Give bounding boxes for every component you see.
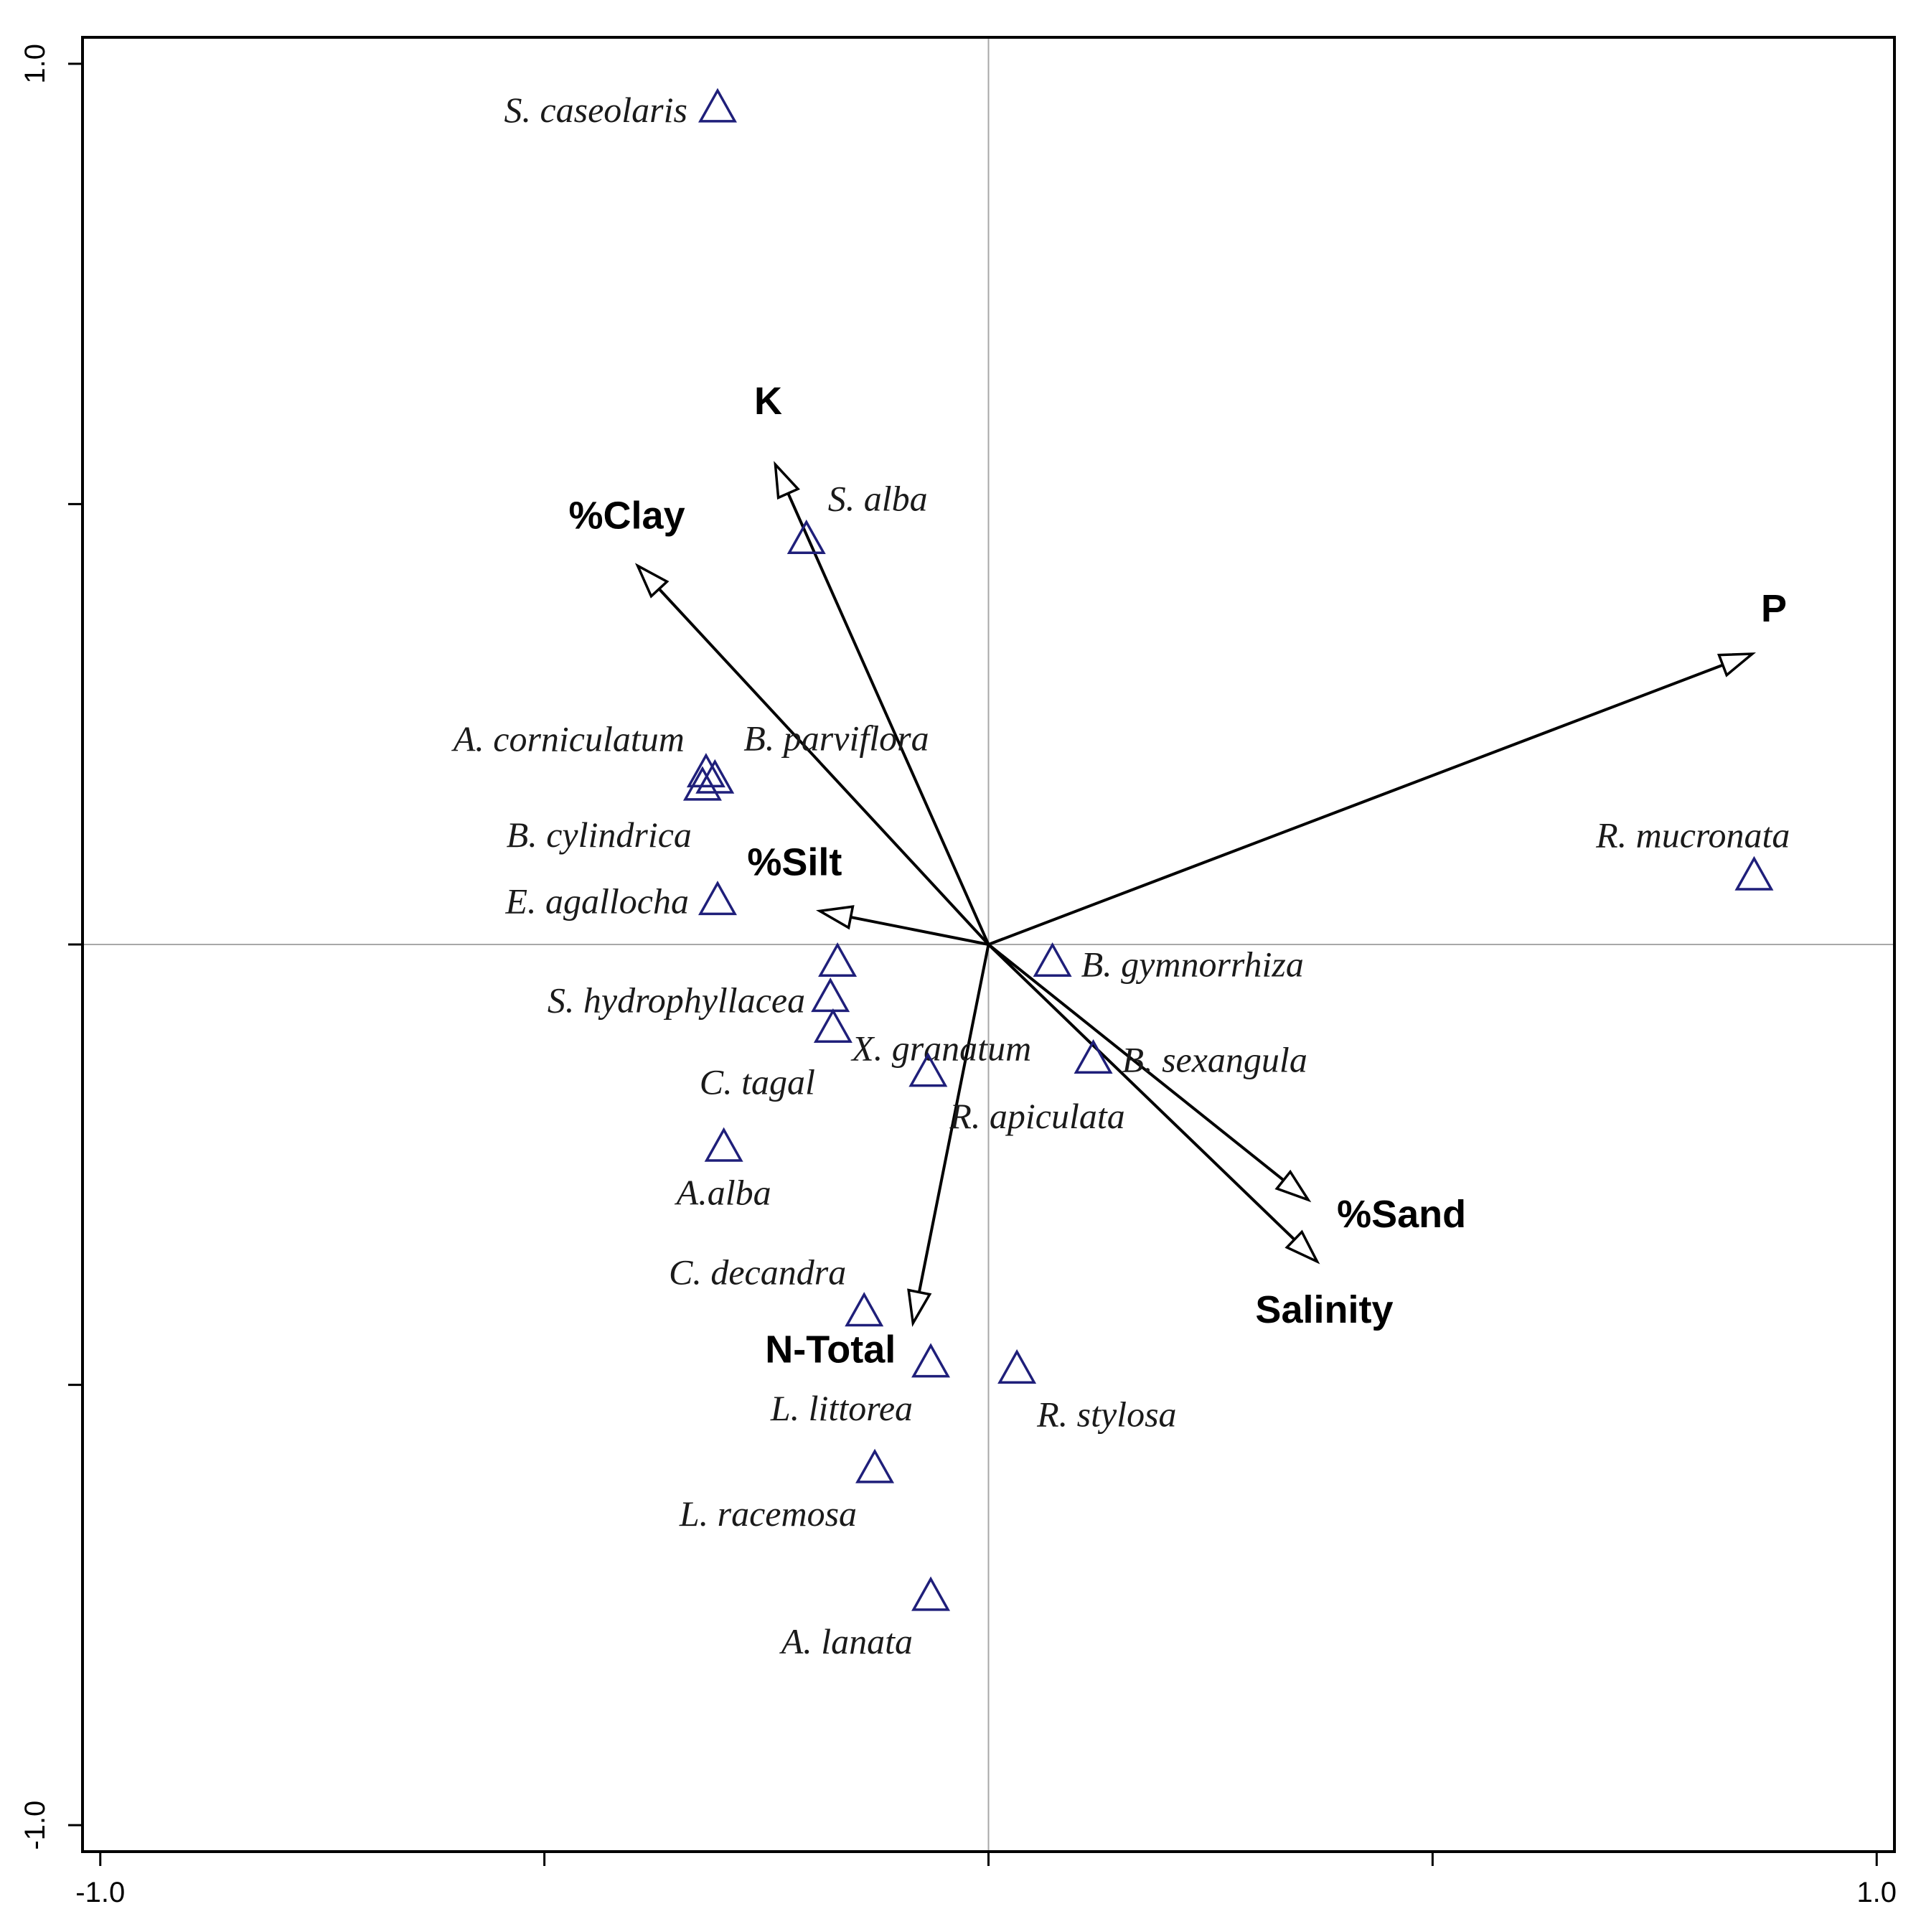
triangle-marker (1734, 855, 1774, 891)
species-label: C. decandra (669, 1252, 846, 1293)
triangle-marker (813, 1008, 853, 1044)
species-point: R. apiculata (908, 1052, 1125, 1136)
vector-shaft (987, 943, 1284, 1181)
species-label: B. gymnorrhiza (1081, 944, 1304, 985)
triangle-marker (811, 977, 850, 1013)
species-label: A.alba (675, 1172, 771, 1212)
species-point: B. cylindrica (507, 766, 722, 855)
vector-label: %Clay (569, 494, 685, 537)
triangle-marker (818, 942, 858, 977)
vector-label: Salinity (1255, 1288, 1393, 1331)
vector-shaft (917, 944, 990, 1293)
vector-arrowhead (634, 563, 670, 599)
triangle-marker (911, 1343, 951, 1378)
vector-n-total: N-Total (765, 944, 990, 1371)
vector-salinity: Salinity (987, 943, 1393, 1331)
vector-label: P (1761, 587, 1787, 630)
species-point: R. mucronata (1595, 815, 1790, 891)
axis-ticks: -1.0 1.0 -1.0 1.0 (19, 44, 1897, 1908)
species-points: S. caseolaris S. alba A. corniculatum B. pa… (451, 88, 1790, 1661)
vector-arrowhead (1274, 1169, 1312, 1203)
species-point: L. littorea (770, 1343, 951, 1428)
species-point: A. corniculatum (451, 719, 725, 788)
species-point: E. agallocha (504, 881, 737, 922)
species-label: R. apiculata (949, 1096, 1124, 1136)
triangle-marker (698, 881, 737, 916)
species-point: C. tagal (700, 1008, 853, 1102)
vector-shaft (850, 915, 989, 946)
species-label: C. tagal (700, 1062, 815, 1102)
vector-pct-clay: %Clay (569, 494, 990, 946)
species-point: X. granatum (811, 977, 1031, 1069)
species-point: R. stylosa (997, 1349, 1177, 1435)
species-label: B. cylindrica (507, 815, 692, 855)
x-tick-label: 1.0 (1856, 1877, 1897, 1908)
vector-arrowhead (1716, 652, 1757, 677)
vector-shaft (987, 943, 1296, 1241)
species-point: S. caseolaris (504, 88, 737, 130)
species-label: L. racemosa (679, 1493, 857, 1534)
species-label: S. hydrophyllacea (548, 980, 805, 1021)
vector-arrowhead (774, 461, 800, 500)
species-point: C. decandra (669, 1252, 884, 1327)
triangle-marker (911, 1576, 951, 1611)
vector-k: K (754, 380, 990, 945)
environmental-vectors: K %Clay P %Silt %Sand Salinity N-Total (569, 380, 1787, 1371)
triangle-marker (845, 1292, 884, 1327)
triangle-marker (686, 753, 725, 788)
species-label: R. stylosa (1036, 1394, 1176, 1435)
species-label: B. sexangula (1122, 1040, 1307, 1080)
triangle-marker (908, 1052, 948, 1087)
vector-arrowhead (1284, 1229, 1320, 1265)
species-label: R. mucronata (1595, 815, 1790, 855)
vector-label: N-Total (765, 1328, 896, 1371)
species-label: B. parviflora (743, 718, 929, 758)
species-label: S. alba (828, 478, 928, 518)
vector-shaft (987, 663, 1724, 946)
triangle-marker (682, 766, 722, 801)
vector-shaft (658, 588, 990, 946)
species-label: E. agallocha (504, 881, 689, 922)
species-point: B. sexangula (1074, 1038, 1307, 1080)
vector-pct-sand: %Sand (987, 943, 1466, 1236)
vector-label: %Silt (747, 840, 842, 883)
triangle-marker (1074, 1038, 1113, 1074)
species-point: B. parviflora (695, 718, 929, 794)
species-point: A.alba (675, 1127, 771, 1212)
species-label: X. granatum (850, 1028, 1031, 1069)
species-point: B. gymnorrhiza (1033, 942, 1304, 985)
species-point: S. alba (786, 478, 928, 554)
vector-shaft (786, 492, 990, 945)
species-label: S. caseolaris (504, 90, 687, 130)
species-point: S. hydrophyllacea (548, 942, 858, 1021)
triangle-marker (1033, 942, 1072, 977)
species-label: A. corniculatum (451, 719, 685, 759)
species-label: A. lanata (779, 1621, 913, 1661)
triangle-marker (704, 1127, 743, 1162)
vector-arrowhead (907, 1288, 932, 1328)
y-tick-label: -1.0 (19, 1801, 51, 1850)
triangle-marker (997, 1349, 1037, 1384)
species-label: L. littorea (770, 1388, 913, 1428)
triangle-marker (698, 88, 737, 123)
vector-arrowhead (816, 905, 855, 930)
vector-label: %Sand (1337, 1193, 1466, 1236)
triangle-marker (786, 519, 826, 554)
vector-p: P (987, 587, 1787, 946)
vector-pct-silt: %Silt (747, 840, 989, 946)
triangle-marker (855, 1448, 895, 1483)
vector-label: K (754, 380, 782, 423)
species-point: A. lanata (779, 1576, 951, 1661)
species-point: L. racemosa (679, 1448, 895, 1534)
x-tick-label: -1.0 (75, 1877, 125, 1908)
y-tick-label: 1.0 (19, 44, 51, 84)
